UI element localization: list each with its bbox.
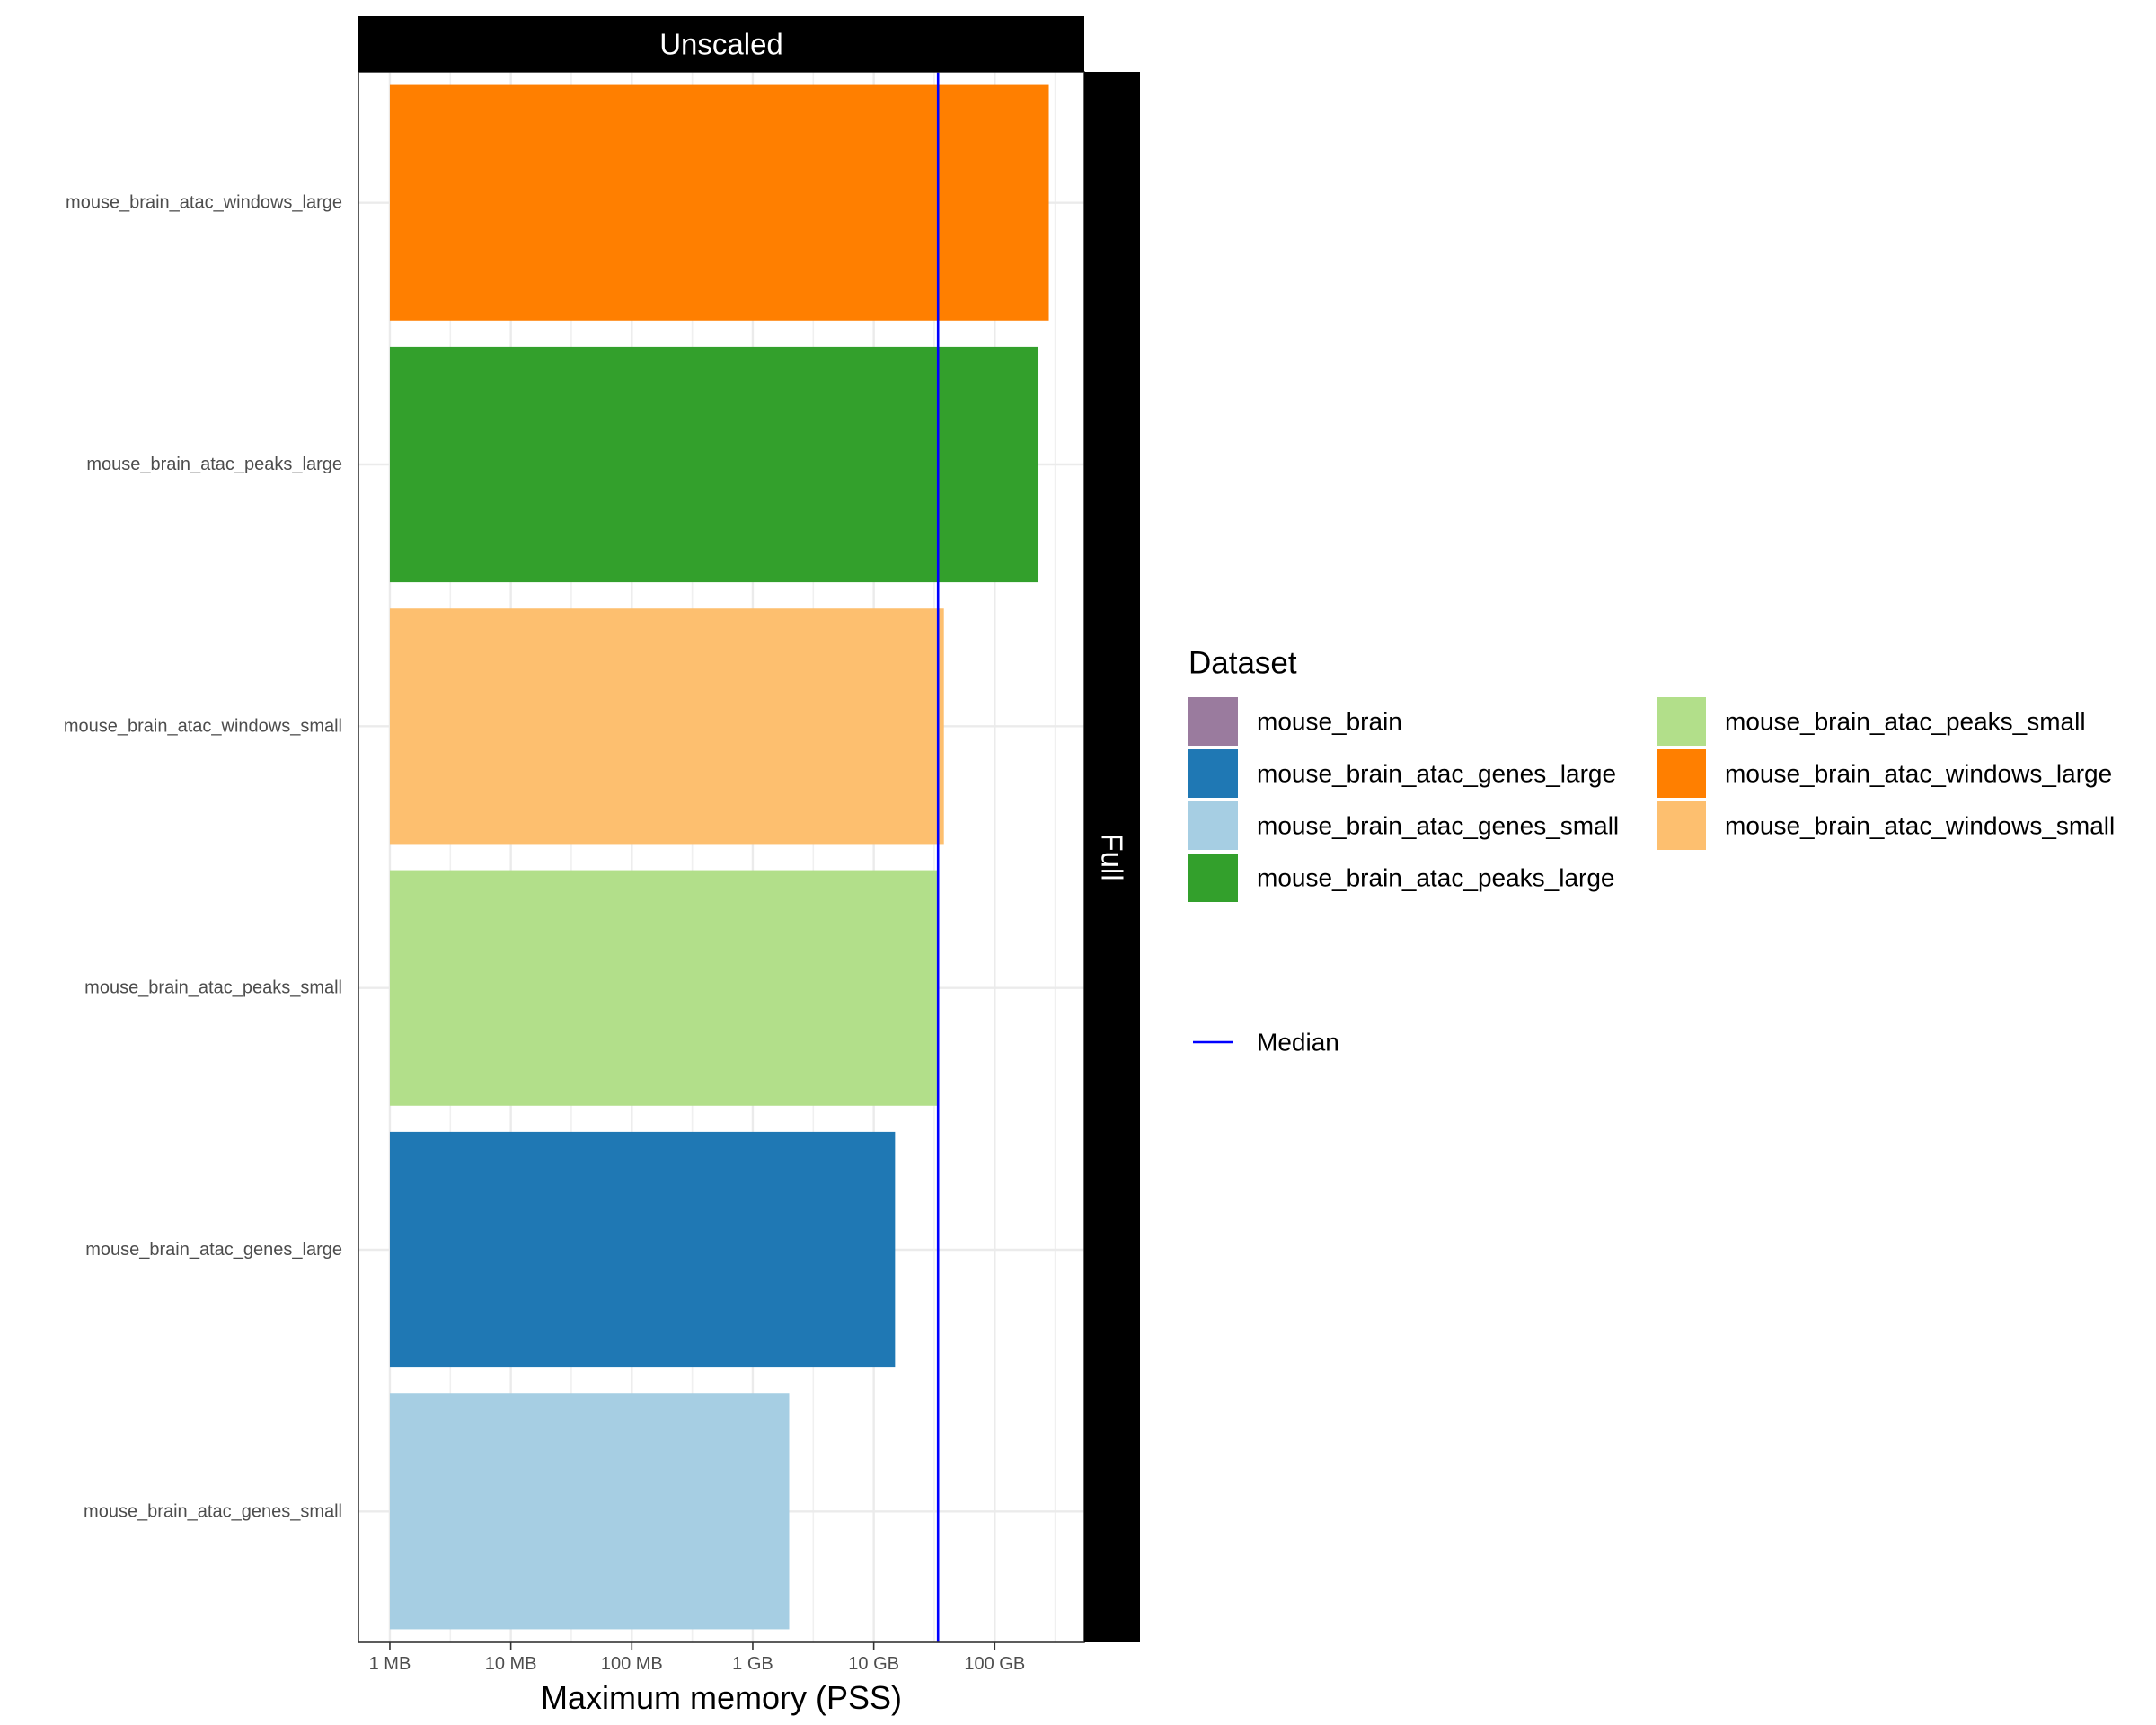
legend-key: [1188, 854, 1238, 902]
facet-strip-right: Full: [1084, 72, 1140, 1642]
bar-mouse-brain-atac-genes-large: [389, 1131, 896, 1368]
facet-label-right: Full: [1096, 833, 1129, 880]
bar-mouse-brain-atac-peaks-small: [389, 870, 939, 1106]
bar-mouse-brain-atac-windows-small: [389, 608, 944, 845]
y-tick-label: mouse_brain_atac_windows_large: [66, 193, 342, 213]
x-tick-label: 1 GB: [732, 1654, 773, 1674]
legend-key: [1188, 749, 1238, 798]
x-axis-title: Maximum memory (PSS): [541, 1679, 902, 1716]
legend-key: [1657, 697, 1706, 746]
facet-strip-top: Unscaled: [358, 16, 1084, 72]
bar-mouse-brain-atac-peaks-large: [389, 346, 1039, 583]
bar-mouse-brain-atac-windows-large: [389, 84, 1049, 321]
y-tick-label: mouse_brain_atac_peaks_large: [86, 455, 342, 474]
legend-label: mouse_brain_atac_genes_large: [1257, 760, 1616, 788]
bars-layer: [389, 84, 1049, 1630]
y-tick-label: mouse_brain_atac_peaks_small: [84, 978, 342, 998]
x-tick-label: 1 MB: [369, 1654, 411, 1674]
legend-median-label: Median: [1257, 1029, 1339, 1057]
y-tick-label: mouse_brain_atac_genes_large: [85, 1240, 342, 1260]
legend-label: mouse_brain_atac_peaks_small: [1725, 708, 2086, 736]
x-tick-label: 100 GB: [964, 1654, 1025, 1674]
bar-mouse-brain-atac-genes-small: [389, 1393, 790, 1630]
legend-label: mouse_brain_atac_peaks_large: [1257, 864, 1615, 892]
x-tick-label: 10 GB: [848, 1654, 899, 1674]
legend-key: [1657, 749, 1706, 798]
facet-label-top: Unscaled: [659, 28, 783, 61]
y-tick-label: mouse_brain_atac_genes_small: [84, 1501, 342, 1521]
legend-key: [1188, 697, 1238, 746]
legend-label: mouse_brain: [1257, 708, 1402, 736]
legend-label: mouse_brain_atac_windows_large: [1725, 760, 2112, 788]
legend-title: Dataset: [1188, 646, 1297, 681]
x-tick-label: 100 MB: [601, 1654, 663, 1674]
y-tick-label: mouse_brain_atac_windows_small: [64, 716, 342, 736]
legend-key: [1188, 801, 1238, 850]
x-axis: 1 MB 10 MB 100 MB 1 GB 10 GB 100 GB: [369, 1642, 1025, 1674]
legend-label: mouse_brain_atac_genes_small: [1257, 812, 1619, 840]
x-tick-label: 10 MB: [485, 1654, 537, 1674]
legend: Dataset mouse_brain mouse_brain_atac_genes…: [1188, 646, 2115, 1057]
y-axis: mouse_brain_atac_windows_large mouse_brai…: [64, 193, 342, 1522]
legend-label: mouse_brain_atac_windows_small: [1725, 812, 2115, 840]
legend-key: [1657, 801, 1706, 850]
